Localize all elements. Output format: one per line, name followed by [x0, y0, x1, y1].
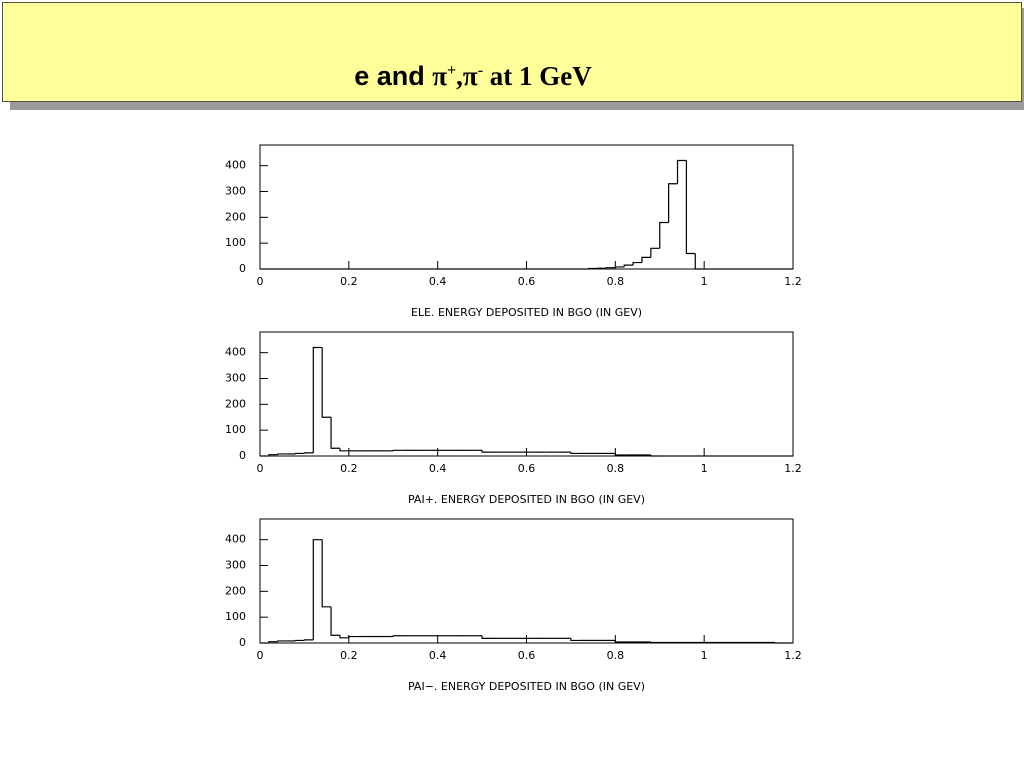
plot-frame	[259, 144, 794, 270]
x-axis-label: ELE. ENERGY DEPOSITED IN BGO (IN GEV)	[411, 306, 642, 319]
x-tick-label: 1	[701, 275, 708, 288]
histogram-bin	[632, 261, 642, 266]
histogram-bin	[614, 266, 625, 268]
x-tick-label: 1	[701, 649, 708, 662]
y-tick-label: 100	[225, 423, 246, 436]
x-tick-label: 0.8	[607, 275, 625, 288]
y-tick-label: 300	[225, 559, 246, 572]
histogram-bin	[676, 159, 687, 184]
y-tick-label: 200	[225, 397, 246, 410]
histogram-bin	[330, 417, 340, 449]
x-tick-label: 0.8	[607, 649, 625, 662]
title-sup: +	[447, 62, 457, 79]
x-tick-label: 0.4	[429, 275, 447, 288]
x-tick-label: 0.6	[518, 462, 536, 475]
x-tick-label: 0	[257, 462, 264, 475]
x-tick-label: 0.4	[429, 462, 447, 475]
histogram-bin	[321, 539, 332, 608]
histogram-bin	[614, 640, 625, 643]
histogram-bin	[570, 452, 580, 455]
x-tick-label: 1.2	[784, 649, 802, 662]
slide-title: e and π+,π- at 1 GeV	[3, 61, 943, 92]
histogram-bin	[268, 641, 278, 643]
title-sup: -	[477, 62, 484, 79]
histogram-bin	[659, 221, 669, 249]
x-axis-label: PAI+. ENERGY DEPOSITED IN BGO (IN GEV)	[408, 493, 645, 506]
y-tick-label: 200	[225, 210, 246, 223]
histogram-bin	[392, 635, 403, 637]
histogram-bin	[481, 450, 491, 453]
histogram-bin	[277, 453, 287, 455]
histogram-bin	[605, 267, 616, 269]
x-tick-label: 0.2	[340, 462, 358, 475]
x-axis-label: PAI−. ENERGY DEPOSITED IN BGO (IN GEV)	[408, 680, 645, 693]
histogram-bin	[392, 449, 403, 451]
histogram-bin	[570, 638, 580, 642]
histogram-bin	[339, 448, 349, 452]
title-part: π	[432, 61, 448, 91]
histogram-bin	[321, 347, 332, 418]
histogram-bin	[614, 453, 625, 456]
x-tick-label: 0	[257, 275, 264, 288]
histogram-bin	[312, 539, 323, 640]
x-tick-label: 0.2	[340, 649, 358, 662]
histogram-bin	[774, 642, 785, 644]
x-tick-label: 0.2	[340, 275, 358, 288]
plot-frame	[259, 331, 794, 457]
x-tick-label: 1.2	[784, 462, 802, 475]
histogram-bin	[668, 183, 678, 223]
histogram-bin	[330, 606, 340, 636]
x-tick-label: 1	[701, 462, 708, 475]
histogram-bin	[588, 267, 598, 270]
y-tick-label: 400	[225, 346, 246, 359]
histogram-bin	[694, 253, 705, 270]
x-tick-label: 1.2	[784, 275, 802, 288]
x-tick-label: 0.6	[518, 275, 536, 288]
histogram-bin	[294, 639, 305, 642]
y-tick-label: 400	[225, 533, 246, 546]
histogram-bin	[303, 452, 314, 454]
y-tick-label: 0	[239, 449, 246, 462]
plot-frame	[259, 518, 794, 644]
histogram-bin	[348, 635, 358, 638]
histogram-bin	[294, 452, 305, 455]
y-tick-label: 100	[225, 236, 246, 249]
x-tick-label: 0	[257, 649, 264, 662]
title-part: e and	[354, 61, 433, 91]
x-tick-label: 0.4	[429, 649, 447, 662]
histogram-bin	[650, 247, 660, 258]
y-tick-label: 400	[225, 159, 246, 172]
histogram-bin	[312, 346, 323, 453]
histogram-bin	[650, 641, 660, 644]
histogram-bin	[339, 635, 349, 639]
y-tick-label: 0	[239, 636, 246, 649]
histogram-bin	[277, 640, 287, 642]
header: e and π+,π- at 1 GeV	[2, 2, 1022, 102]
y-tick-label: 0	[239, 262, 246, 275]
histogram-bin	[650, 454, 660, 457]
histogram-bin	[623, 264, 634, 267]
histogram-bin	[303, 639, 314, 641]
histogram-bin	[685, 160, 696, 255]
histogram-bin	[481, 635, 491, 639]
y-tick-label: 300	[225, 185, 246, 198]
histogram-bin	[268, 454, 278, 456]
y-tick-label: 100	[225, 610, 246, 623]
title-part: at 1 GeV	[483, 61, 592, 91]
histogram-bin	[641, 256, 651, 263]
y-tick-label: 300	[225, 372, 246, 385]
y-tick-label: 200	[225, 584, 246, 597]
x-tick-label: 0.8	[607, 462, 625, 475]
title-part: ,π	[456, 61, 478, 91]
x-tick-label: 0.6	[518, 649, 536, 662]
